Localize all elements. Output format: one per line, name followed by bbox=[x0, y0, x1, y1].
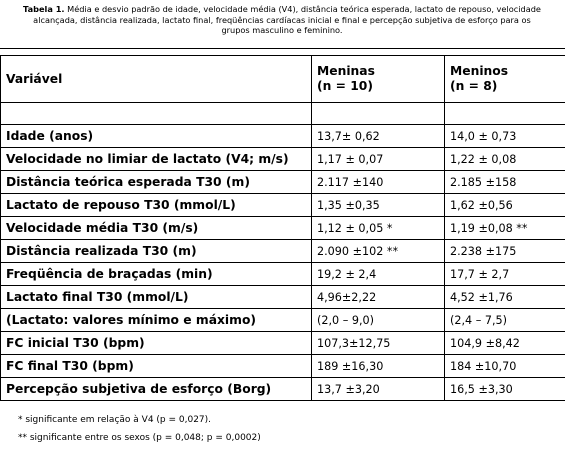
cell-variable: Velocidade média T30 (m/s) bbox=[0, 216, 312, 240]
table-header-row: Variável Meninas (n = 10) Meninos (n = 8… bbox=[0, 55, 565, 103]
cell-variable: FC final T30 (bpm) bbox=[0, 354, 312, 378]
header-girls: Meninas (n = 10) bbox=[311, 55, 445, 103]
cell-girls: 2.117 ±140 bbox=[311, 170, 445, 194]
cell-boys: 184 ±10,70 bbox=[444, 354, 565, 378]
table-row: Distância realizada T30 (m) 2.090 ±102 **… bbox=[0, 239, 565, 263]
cell-girls: 107,3±12,75 bbox=[311, 331, 445, 355]
cell-variable: Distância realizada T30 (m) bbox=[0, 239, 312, 263]
table-row: Velocidade média T30 (m/s) 1,12 ± 0,05 * 1… bbox=[0, 216, 565, 240]
cell-boys: 1,19 ±0,08 ** bbox=[444, 216, 565, 240]
results-table: Variável Meninas (n = 10) Meninos (n = 8… bbox=[0, 55, 565, 401]
cell-boys: 2.238 ±175 bbox=[444, 239, 565, 263]
cell-girls: 1,35 ±0,35 bbox=[311, 193, 445, 217]
header-boys-label: Meninos bbox=[450, 64, 509, 78]
cell-boys: 4,52 ±1,76 bbox=[444, 285, 565, 309]
top-rule bbox=[0, 48, 565, 49]
caption-text: Média e desvio padrão de idade, velocida… bbox=[33, 4, 541, 36]
cell-girls: 13,7± 0,62 bbox=[311, 124, 445, 148]
table-row: Velocidade no limiar de lactato (V4; m/s… bbox=[0, 147, 565, 171]
table-row: Lactato de repouso T30 (mmol/L) 1,35 ±0,3… bbox=[0, 193, 565, 217]
spacer-cell bbox=[0, 102, 312, 125]
table-row: Percepção subjetiva de esforço (Borg) 13,… bbox=[0, 377, 565, 401]
table-body: Idade (anos) 13,7± 0,62 14,0 ± 0,73 Velocid… bbox=[0, 124, 565, 401]
cell-variable: Freqüência de braçadas (min) bbox=[0, 262, 312, 286]
cell-girls: 2.090 ±102 ** bbox=[311, 239, 445, 263]
cell-variable: Percepção subjetiva de esforço (Borg) bbox=[0, 377, 312, 401]
table-row: Distância teórica esperada T30 (m) 2.117 … bbox=[0, 170, 565, 194]
spacer-cell bbox=[444, 102, 565, 125]
header-girls-label: Meninas bbox=[317, 64, 375, 78]
cell-girls: 19,2 ± 2,4 bbox=[311, 262, 445, 286]
header-boys: Meninos (n = 8) bbox=[444, 55, 565, 103]
cell-variable: Distância teórica esperada T30 (m) bbox=[0, 170, 312, 194]
cell-variable: Idade (anos) bbox=[0, 124, 312, 148]
cell-girls: 1,17 ± 0,07 bbox=[311, 147, 445, 171]
cell-boys: 14,0 ± 0,73 bbox=[444, 124, 565, 148]
cell-girls: 13,7 ±3,20 bbox=[311, 377, 445, 401]
spacer-cell bbox=[311, 102, 445, 125]
footnotes: * significante em relação à V4 (p = 0,02… bbox=[18, 411, 261, 447]
header-variable: Variável bbox=[0, 55, 312, 103]
cell-variable: Velocidade no limiar de lactato (V4; m/s… bbox=[0, 147, 312, 171]
table-spacer-row bbox=[0, 102, 565, 125]
cell-girls: 4,96±2,22 bbox=[311, 285, 445, 309]
header-girls-n: (n = 10) bbox=[317, 79, 373, 93]
footnote: ** significante entre os sexos (p = 0,04… bbox=[18, 433, 261, 443]
cell-girls: 1,12 ± 0,05 * bbox=[311, 216, 445, 240]
cell-girls: (2,0 – 9,0) bbox=[311, 308, 445, 332]
table-row: (Lactato: valores mínimo e máximo) (2,0 –… bbox=[0, 308, 565, 332]
cell-boys: 1,62 ±0,56 bbox=[444, 193, 565, 217]
cell-boys: (2,4 – 7,5) bbox=[444, 308, 565, 332]
table-row: Freqüência de braçadas (min) 19,2 ± 2,4 17… bbox=[0, 262, 565, 286]
cell-boys: 16,5 ±3,30 bbox=[444, 377, 565, 401]
cell-variable: Lactato final T30 (mmol/L) bbox=[0, 285, 312, 309]
cell-boys: 17,7 ± 2,7 bbox=[444, 262, 565, 286]
header-boys-n: (n = 8) bbox=[450, 79, 498, 93]
table-row: Idade (anos) 13,7± 0,62 14,0 ± 0,73 bbox=[0, 124, 565, 148]
table-row: FC inicial T30 (bpm) 107,3±12,75 104,9 ±8,… bbox=[0, 331, 565, 355]
cell-variable: (Lactato: valores mínimo e máximo) bbox=[0, 308, 312, 332]
cell-boys: 1,22 ± 0,08 bbox=[444, 147, 565, 171]
cell-variable: Lactato de repouso T30 (mmol/L) bbox=[0, 193, 312, 217]
cell-variable: FC inicial T30 (bpm) bbox=[0, 331, 312, 355]
footnote: * significante em relação à V4 (p = 0,02… bbox=[18, 415, 212, 425]
table-row: Lactato final T30 (mmol/L) 4,96±2,22 4,52 … bbox=[0, 285, 565, 309]
caption-label: Tabela 1. bbox=[23, 4, 65, 14]
table-row: FC final T30 (bpm) 189 ±16,30 184 ±10,70 bbox=[0, 354, 565, 378]
table-caption: Tabela 1. Média e desvio padrão de idade… bbox=[22, 4, 542, 36]
cell-boys: 104,9 ±8,42 bbox=[444, 331, 565, 355]
cell-boys: 2.185 ±158 bbox=[444, 170, 565, 194]
cell-girls: 189 ±16,30 bbox=[311, 354, 445, 378]
